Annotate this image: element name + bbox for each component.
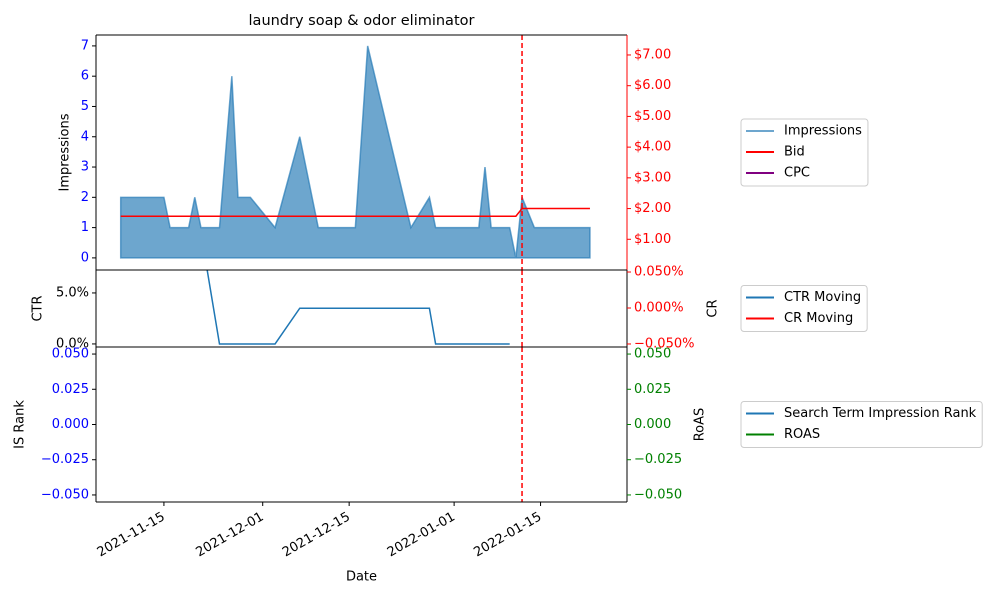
- y2-tick-label: 0.050%: [634, 265, 684, 280]
- y2-tick-label: 0.000: [634, 417, 671, 432]
- y-tick-label: 0.0%: [56, 336, 89, 351]
- plot-area: [206, 270, 510, 345]
- chart-title: laundry soap & odor eliminator: [249, 13, 475, 29]
- x-tick-label: 2021-11-15: [95, 510, 168, 561]
- legend-box: [740, 401, 983, 448]
- x-axis-label: Date: [346, 570, 377, 585]
- y-tick-label: 0.025: [52, 382, 89, 397]
- y2-tick-label: 0.050: [634, 347, 671, 362]
- y-tick-label: 7: [81, 38, 89, 53]
- line: [120, 207, 590, 217]
- legend-label: Search Term Impression Rank: [784, 406, 977, 421]
- y-tick-label: 0: [81, 250, 89, 265]
- y2-tick-label: $2.00: [634, 201, 671, 216]
- y-tick-label: 0.050: [52, 347, 89, 362]
- y2-axis-label: CR: [706, 299, 721, 317]
- y2-tick-label: 0.000%: [634, 300, 684, 315]
- y2-tick-label: −0.050: [634, 487, 682, 502]
- legend-label: ROAS: [784, 427, 820, 442]
- x-tick-label: 2022-01-01: [385, 510, 458, 561]
- legend-label: Bid: [784, 145, 805, 160]
- y-tick-label: 0.000: [52, 417, 89, 432]
- y-tick-label: 2: [81, 190, 89, 205]
- y2-tick-label: $7.00: [634, 47, 671, 62]
- y-tick-label: 5: [81, 99, 89, 114]
- y-tick-label: 3: [81, 160, 89, 175]
- x-tick-label: 2021-12-01: [194, 510, 267, 561]
- y2-tick-label: $6.00: [634, 78, 671, 93]
- plot-area: [119, 45, 591, 259]
- y2-tick-label: $3.00: [634, 170, 671, 185]
- y-tick-label: 5.0%: [56, 285, 89, 300]
- y-tick-label: 6: [81, 69, 89, 84]
- y2-tick-label: −0.025: [634, 452, 682, 467]
- y-axis-label: Impressions: [58, 113, 73, 191]
- x-tick-label: 2021-12-15: [280, 510, 353, 561]
- legend-label: CPC: [784, 166, 810, 181]
- y2-axis-label: RoAS: [693, 408, 708, 442]
- legend-label: CTR Moving: [784, 290, 861, 305]
- y-tick-label: −0.025: [41, 452, 89, 467]
- y-tick-label: 1: [81, 220, 89, 235]
- legend-label: Impressions: [784, 124, 862, 139]
- y-tick-label: 4: [81, 129, 89, 144]
- legend-label: CR Moving: [784, 311, 853, 326]
- y2-tick-label: −0.050%: [634, 336, 694, 351]
- legend-box: [740, 118, 869, 187]
- y2-tick-label: $4.00: [634, 140, 671, 155]
- y2-tick-label: 0.025: [634, 382, 671, 397]
- x-tick-label: 2022-01-15: [471, 510, 544, 561]
- y2-tick-label: $1.00: [634, 232, 671, 247]
- y2-tick-label: $5.00: [634, 109, 671, 124]
- y-tick-label: −0.050: [41, 487, 89, 502]
- area: [119, 45, 591, 259]
- line: [206, 270, 510, 345]
- y-axis-label: CTR: [31, 295, 46, 321]
- y-axis-label: IS Rank: [13, 400, 28, 449]
